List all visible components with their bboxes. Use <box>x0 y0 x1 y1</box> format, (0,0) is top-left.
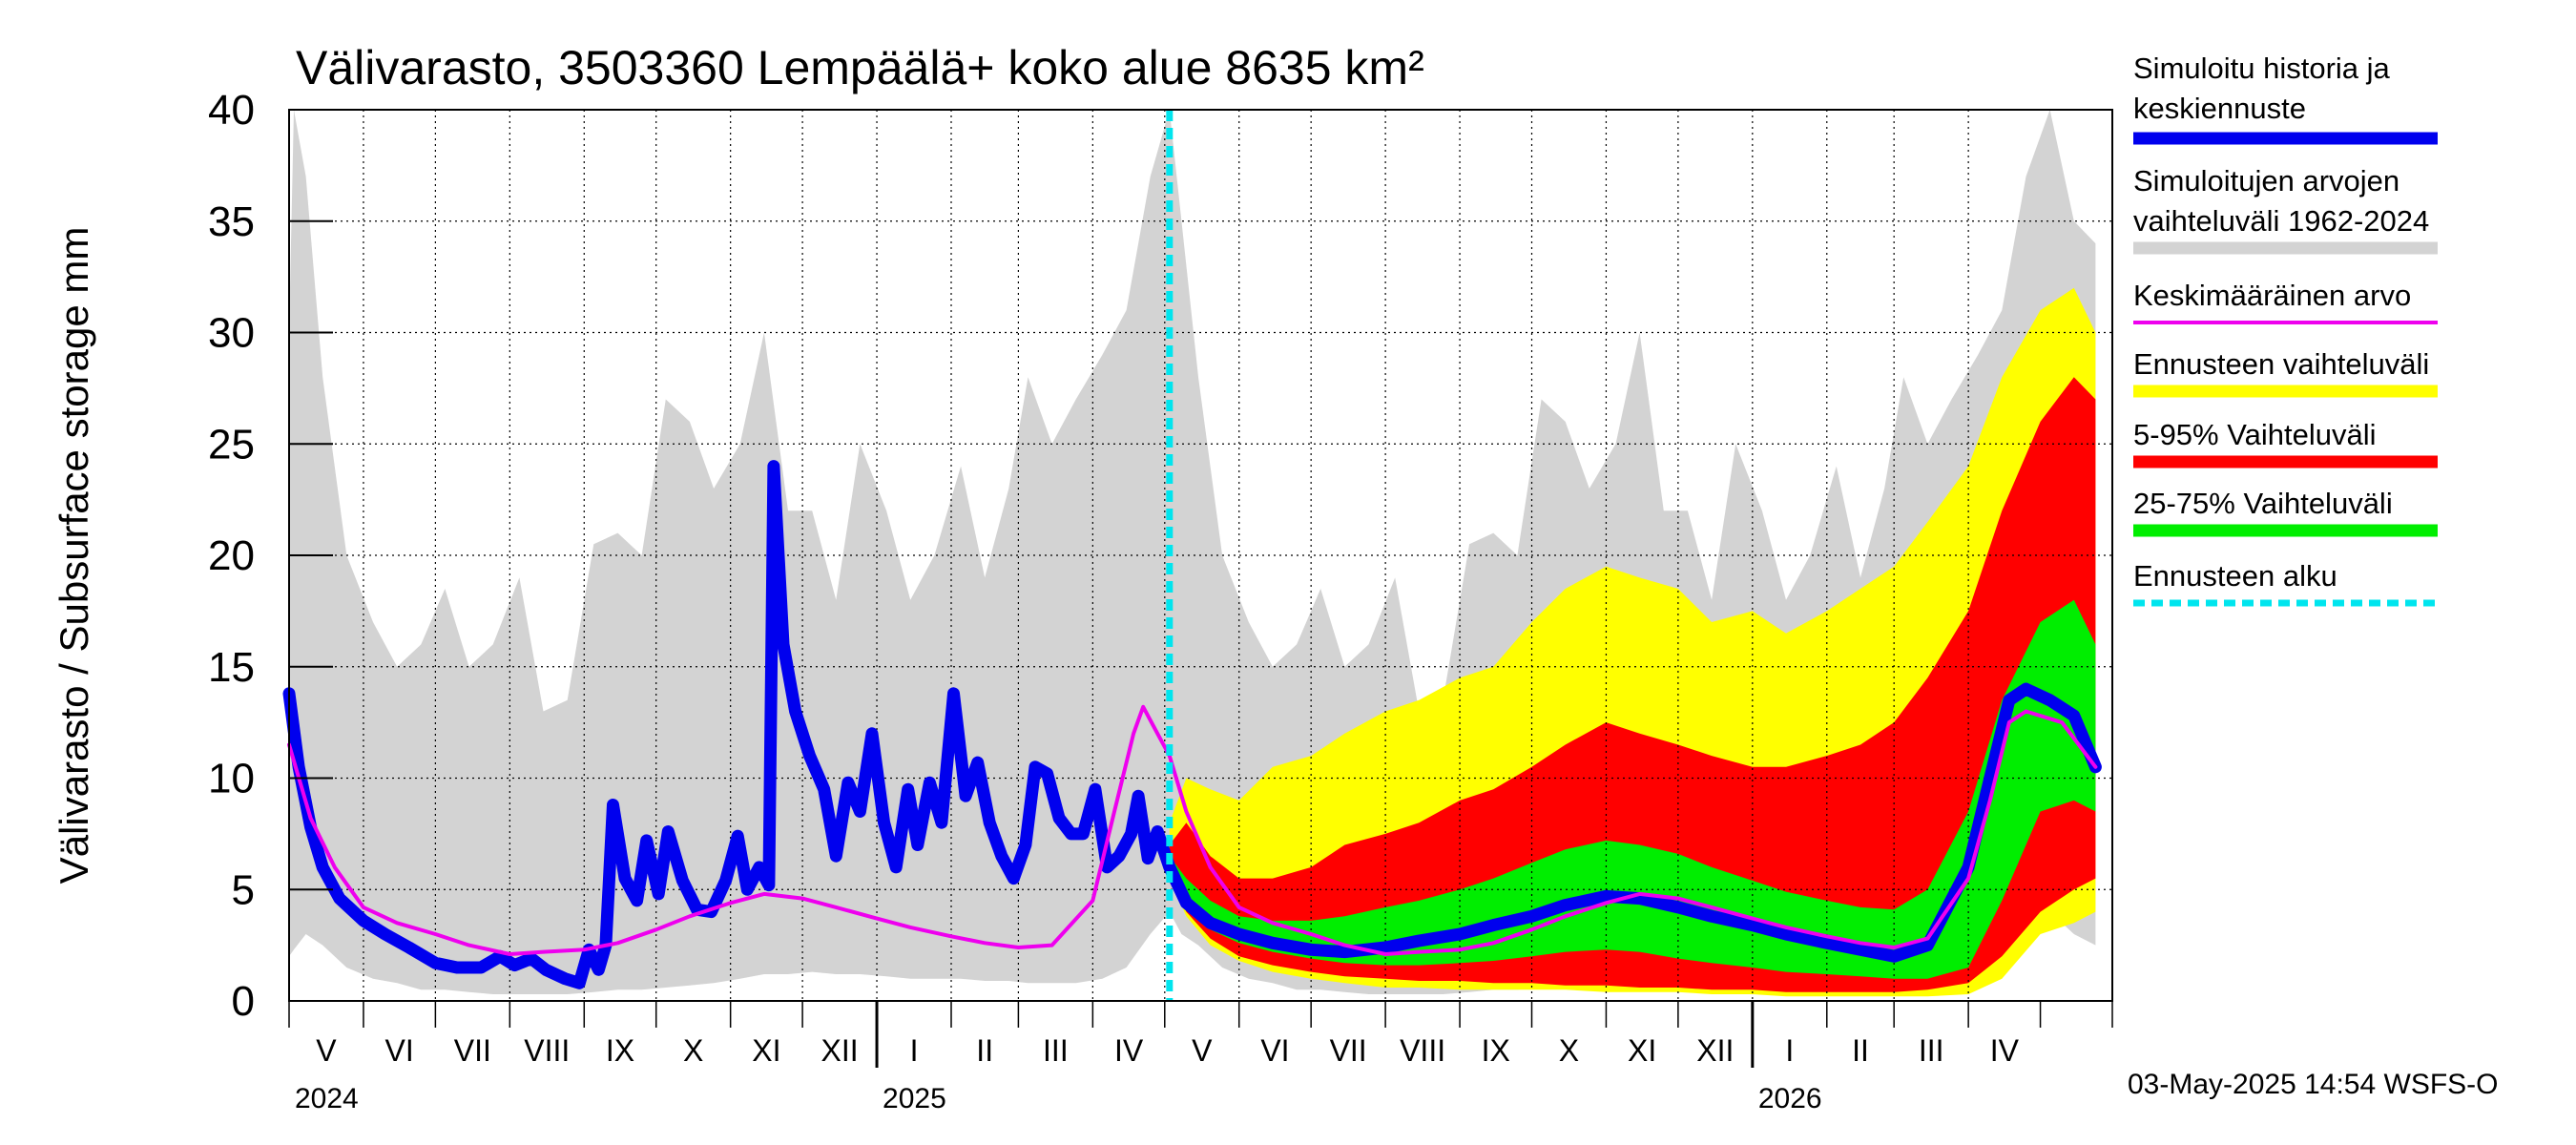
month-label: VI <box>385 1033 414 1068</box>
month-label: XII <box>821 1033 859 1068</box>
y-tick-label: 5 <box>232 866 255 913</box>
month-label: X <box>683 1033 703 1068</box>
y-tick-label: 20 <box>208 532 255 579</box>
year-label: 2025 <box>883 1083 946 1114</box>
legend-label: Keskimääräinen arvo <box>2133 279 2411 312</box>
month-label: III <box>1043 1033 1069 1068</box>
legend: Simuloitu historia ja keskiennuste Simuloi… <box>2133 52 2438 607</box>
y-axis-label: Välivarasto / Subsurface storage mm <box>52 227 96 885</box>
grid-layer <box>289 110 2112 1001</box>
series-layer <box>282 110 2102 1001</box>
chart-title: Välivarasto, 3503360 Lempäälä+ koko alue… <box>296 41 1424 94</box>
month-label: VII <box>454 1033 491 1068</box>
y-tick-label: 10 <box>208 756 255 802</box>
month-label: VIII <box>524 1033 570 1068</box>
legend-label: 25-75% Vaihteluväli <box>2133 487 2393 520</box>
y-tick-label: 35 <box>208 198 255 245</box>
year-label: 2026 <box>1758 1083 1822 1114</box>
month-label: IX <box>606 1033 634 1068</box>
band-2 <box>1169 377 2096 992</box>
legend-label: Ennusteen alku <box>2133 559 2337 593</box>
y-tick-label: 40 <box>208 87 255 134</box>
month-label: XII <box>1696 1033 1734 1068</box>
legend-label: Simuloitujen arvojen <box>2133 164 2399 198</box>
legend-label: Ennusteen vaihteluväli <box>2133 347 2429 381</box>
month-label: IV <box>1114 1033 1144 1068</box>
y-tick-label: 15 <box>208 644 255 691</box>
month-label: IX <box>1482 1033 1510 1068</box>
series-mean-line <box>287 704 2098 956</box>
month-label: V <box>316 1033 337 1068</box>
legend-label: 5-95% Vaihteluväli <box>2133 418 2376 451</box>
month-label: II <box>976 1033 993 1068</box>
legend-label: vaihteluväli 1962-2024 <box>2133 204 2429 238</box>
month-label: X <box>1559 1033 1579 1068</box>
month-label: VIII <box>1400 1033 1445 1068</box>
y-tick-label: 0 <box>232 978 255 1025</box>
bands-layer <box>289 110 2096 997</box>
series-simulated-line <box>282 460 2102 989</box>
month-label: VI <box>1260 1033 1289 1068</box>
month-label: XI <box>752 1033 780 1068</box>
legend-label: Simuloitu historia ja <box>2133 52 2391 85</box>
month-label: V <box>1192 1033 1213 1068</box>
y-tick-label: 25 <box>208 421 255 468</box>
month-label: I <box>1785 1033 1794 1068</box>
month-label: III <box>1919 1033 1944 1068</box>
month-label: I <box>910 1033 919 1068</box>
timestamp-label: 03-May-2025 14:54 WSFS-O <box>2128 1069 2499 1100</box>
year-label: 2024 <box>295 1083 359 1114</box>
month-label: II <box>1852 1033 1869 1068</box>
y-tick-label: 30 <box>208 310 255 357</box>
month-label: IV <box>1990 1033 2020 1068</box>
month-label: XI <box>1628 1033 1656 1068</box>
legend-label: keskiennuste <box>2133 92 2306 125</box>
month-label: VII <box>1330 1033 1367 1068</box>
